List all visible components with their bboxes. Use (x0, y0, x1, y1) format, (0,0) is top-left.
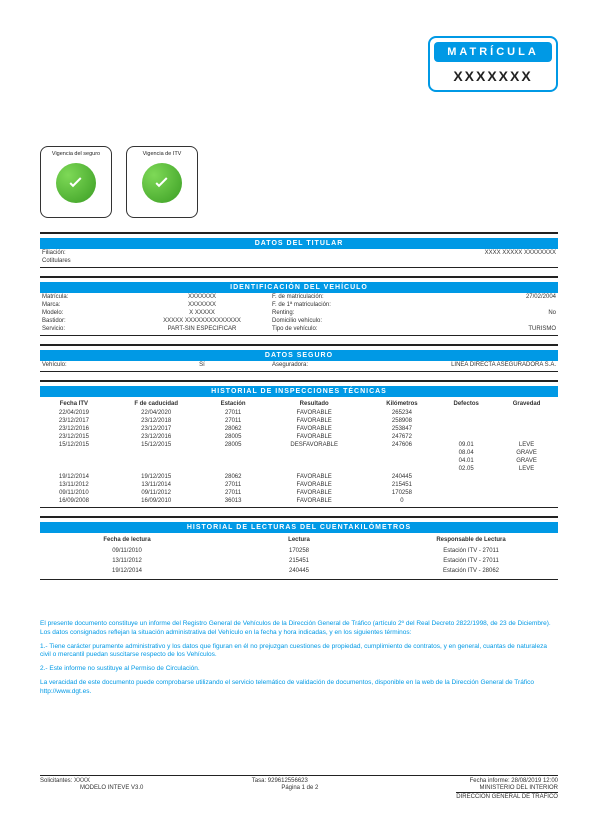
footer-fecha: Fecha informe: 28/08/2019 12:00 (470, 778, 558, 784)
table-row: 04.01GRAVE (40, 457, 558, 465)
ident-row: Modelo: X XXXXX Renting: No (40, 309, 558, 317)
km-table: Fecha de lectura Lectura Responsable de … (40, 533, 558, 577)
footer-ministerio: MINISTERIO DEL INTERIOR (480, 785, 558, 791)
section-km: HISTORIAL DE LECTURAS DEL CUENTAKILÓMETR… (40, 522, 558, 533)
itv-badge-label: Vigencia de ITV (143, 151, 182, 157)
table-row: 23/12/201623/12/201728062FAVORABLE253847 (40, 425, 558, 433)
table-row: 19/12/2014240445Estación ITV - 28062 (42, 567, 556, 575)
matricula-value: XXXXXXX (434, 62, 552, 86)
table-row: 19/12/201419/12/201528062FAVORABLE240445 (40, 473, 558, 481)
seguro-row: Vehículo: Sí Aseguradora: LINEA DIRECTA … (40, 361, 558, 369)
footer-tasa: Tasa: 929612556623 (252, 778, 308, 784)
section-seguro: DATOS SEGURO (40, 350, 558, 361)
itv-badge: Vigencia de ITV (126, 146, 198, 218)
table-row: 22/04/201922/04/202027011FAVORABLE265234 (40, 409, 558, 417)
footer-dgt: DIRECCIÓN GENERAL DE TRÁFICO (456, 792, 558, 800)
ident-row: Servicio: PART-SIN ESPECIFICAR Tipo de v… (40, 325, 558, 333)
section-titular: DATOS DEL TITULAR (40, 238, 558, 249)
footer-pagina: Página 1 de 2 (281, 785, 318, 800)
table-row: 23/12/201723/12/201827011FAVORABLE258908 (40, 417, 558, 425)
matricula-box: MATRÍCULA XXXXXXX (428, 36, 558, 92)
table-row: 02.05LEVE (40, 465, 558, 473)
section-itv: HISTORIAL DE INSPECCIONES TÉCNICAS (40, 386, 558, 397)
cotitulares-row: Cotitulares (40, 257, 558, 265)
table-row: 13/11/201213/11/201427011FAVORABLE215451 (40, 481, 558, 489)
ident-row: Marca: XXXXXXX F. de 1ª matriculación: (40, 301, 558, 309)
status-badges: Vigencia del seguro Vigencia de ITV (40, 146, 558, 218)
disclaimer: El presente documento constituye un info… (40, 620, 558, 696)
footer-solicitantes: Solicitantes: XXXX (40, 778, 90, 784)
check-icon (56, 163, 96, 203)
footer: Solicitantes: XXXX Tasa: 929612556623 Fe… (40, 775, 558, 801)
table-row: 15/12/201515/12/201528005DESFAVORABLE247… (40, 441, 558, 449)
ident-row: Bastidor: XXXXX XXXXXXXXXXXXXX Domicilio… (40, 317, 558, 325)
seguro-badge: Vigencia del seguro (40, 146, 112, 218)
table-row: 08.04GRAVE (40, 449, 558, 457)
footer-modelo: MODELO INTEVE V3.0 (80, 785, 143, 800)
table-row: 09/11/2010170258Estación ITV - 27011 (42, 547, 556, 555)
table-row: 13/11/2012215451Estación ITV - 27011 (42, 557, 556, 565)
table-row: 23/12/201523/12/201628005FAVORABLE247672 (40, 433, 558, 441)
itv-table: Fecha ITV F de caducidad Estación Result… (40, 399, 558, 505)
table-row: 16/09/200816/09/201036013FAVORABLE0 (40, 497, 558, 505)
table-row: 09/11/201009/11/201227011FAVORABLE170258 (40, 489, 558, 497)
section-identificacion: IDENTIFICACIÓN DEL VEHÍCULO (40, 282, 558, 293)
ident-row: Matrícula: XXXXXXX F. de matriculación: … (40, 293, 558, 301)
filiacion-row: Filiación: XXXX XXXXX XXXXXXXX (40, 249, 558, 257)
seguro-badge-label: Vigencia del seguro (52, 151, 100, 157)
check-icon (142, 163, 182, 203)
matricula-label: MATRÍCULA (434, 42, 552, 62)
